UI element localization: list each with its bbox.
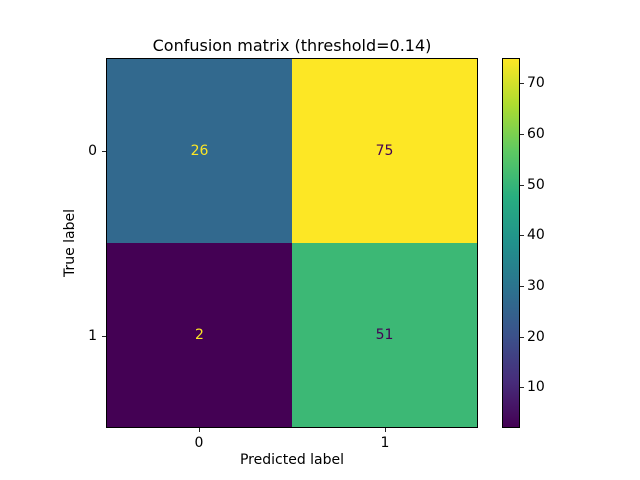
x-tick-label: 0 [194, 435, 204, 451]
y-tick-label: 0 [88, 142, 97, 159]
heatmap-cell-1-1: 51 [292, 243, 477, 427]
cell-value: 51 [375, 327, 394, 343]
colorbar-tick-label: 40 [527, 227, 545, 244]
y-tick-mark [102, 335, 106, 337]
y-tick-mark [102, 150, 106, 152]
heatmap-cell-1-0: 2 [107, 243, 292, 427]
colorbar-tick-label: 20 [527, 328, 545, 345]
x-tick-label: 1 [380, 435, 390, 451]
x-tick-mark [199, 428, 200, 432]
colorbar-tick-mark [520, 83, 524, 85]
heatmap-cell-0-1: 75 [292, 59, 477, 243]
colorbar-tick-mark [520, 387, 524, 389]
y-axis-label: True label [62, 208, 78, 278]
colorbar-tick-mark [520, 336, 524, 338]
colorbar-tick-mark [520, 235, 524, 237]
colorbar-tick-label: 60 [527, 126, 545, 143]
colorbar [502, 58, 520, 428]
x-tick-mark [385, 428, 386, 432]
chart-title: Confusion matrix (threshold=0.14) [152, 36, 432, 55]
x-axis-label: Predicted label [239, 452, 345, 468]
y-tick-label: 1 [88, 327, 97, 344]
colorbar-tick-label: 30 [527, 278, 545, 295]
colorbar-tick-label: 70 [527, 75, 545, 92]
colorbar-tick-label: 50 [527, 176, 545, 193]
colorbar-tick-mark [520, 134, 524, 136]
colorbar-tick-label: 10 [527, 379, 545, 396]
cell-value: 2 [195, 327, 204, 343]
colorbar-tick-mark [520, 184, 524, 186]
colorbar-tick-mark [520, 286, 524, 288]
heatmap-axes: 26 75 2 51 [106, 58, 478, 428]
cell-value: 75 [375, 143, 394, 159]
heatmap-cell-0-0: 26 [107, 59, 292, 243]
cell-value: 26 [190, 143, 209, 159]
